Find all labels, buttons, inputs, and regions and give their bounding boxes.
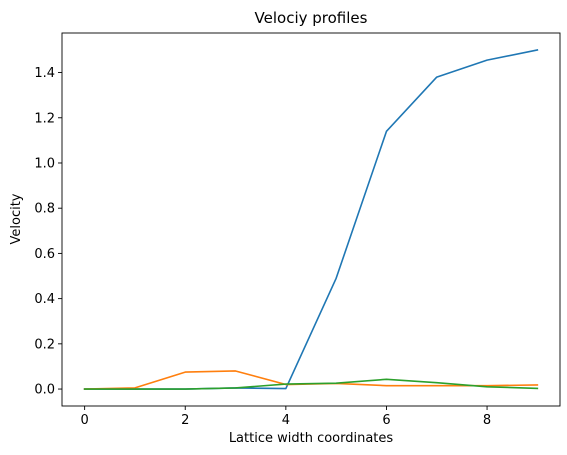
x-tick-label: 8 [483,413,491,428]
series-line-2 [85,371,538,389]
y-axis-label: Velocity [9,193,24,244]
y-tick-label: 1.2 [34,111,55,126]
x-tick-label: 0 [80,413,88,428]
axes-frame [62,33,560,406]
y-tick-label: 0.8 [34,202,55,217]
y-tick-label: 0.0 [34,383,55,398]
chart-title: Velociy profiles [255,9,368,27]
y-tick-label: 0.2 [34,337,55,352]
y-tick-label: 1.0 [34,156,55,171]
x-axis-label: Lattice width coordinates [229,431,394,446]
x-tick-label: 4 [282,413,290,428]
series-line-1 [85,50,538,389]
x-tick-label: 6 [382,413,390,428]
series-line-3 [85,379,538,389]
plot-area: 0 2 4 6 8 0.0 0.2 0.4 0.6 0.8 1.0 1.2 1.4 [34,33,560,428]
y-tick-label: 1.4 [34,66,55,81]
y-tick-label: 0.6 [34,247,55,262]
x-tick-label: 2 [181,413,189,428]
y-tick-label: 0.4 [34,292,55,307]
